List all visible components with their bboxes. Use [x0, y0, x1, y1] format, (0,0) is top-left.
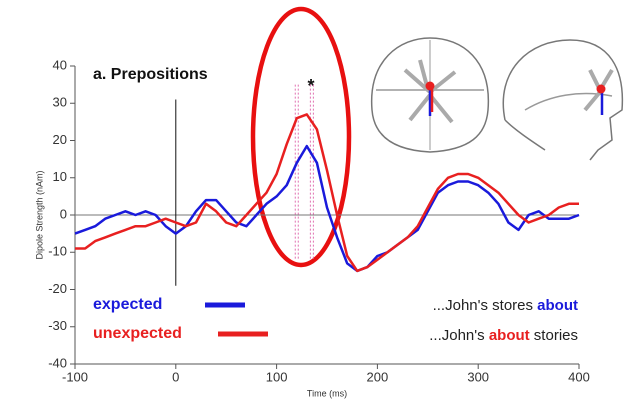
x-tick-label: 0: [172, 369, 179, 384]
annotation-text: stories: [530, 327, 578, 344]
y-tick-label: 30: [53, 95, 67, 110]
brain-rear-view: [371, 37, 490, 153]
x-tick-label: 200: [367, 369, 389, 384]
y-tick-label: 20: [53, 132, 67, 147]
y-tick-label: -20: [48, 281, 67, 296]
y-tick-label: -40: [48, 355, 67, 370]
x-tick-label: 100: [266, 369, 288, 384]
brain-side-view: [502, 39, 624, 161]
x-tick-label: 400: [568, 369, 590, 384]
highlight-ellipse: [250, 6, 352, 268]
x-tick-label: -100: [62, 369, 88, 384]
y-tick-label: -30: [48, 318, 67, 333]
significance-label: *: [307, 76, 314, 96]
annotation-text: ...John's stores: [433, 297, 538, 314]
legend-label: unexpected: [93, 325, 182, 342]
y-tick-label: -10: [48, 244, 67, 259]
x-tick-label: 300: [467, 369, 489, 384]
chart-title: a. Prepositions: [93, 66, 208, 83]
y-axis-label: Dipole Strength (nAm): [34, 170, 44, 259]
annotation: ...John's stores about: [433, 297, 578, 314]
series-line: [74, 144, 580, 273]
y-tick-label: 10: [53, 169, 67, 184]
series-line: [75, 113, 579, 273]
y-tick-label: 40: [53, 57, 67, 72]
x-axis-label: Time (ms): [307, 388, 347, 398]
annotation-text: ...John's: [429, 327, 489, 344]
y-tick-label: 0: [60, 206, 67, 221]
annotation-highlight: about: [489, 327, 530, 344]
annotation-highlight: about: [537, 297, 578, 314]
annotation: ...John's about stories: [429, 327, 578, 344]
legend-label: expected: [93, 296, 162, 313]
